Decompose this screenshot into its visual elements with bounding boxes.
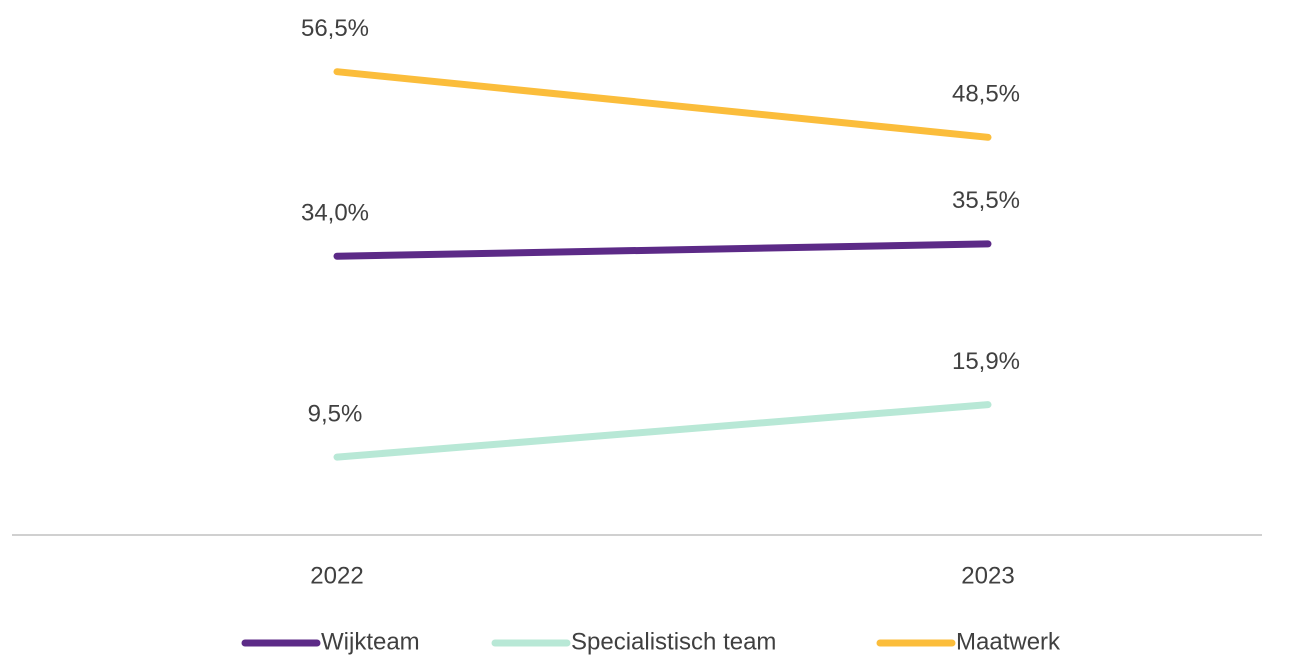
data-label: 34,0% [301,200,369,227]
data-label: 9,5% [308,400,363,427]
x-tick-label: 2022 [310,562,363,589]
data-label: 35,5% [952,187,1020,214]
data-label: 48,5% [952,81,1020,108]
legend-label: Wijkteam [321,628,420,655]
data-label: 56,5% [301,15,369,42]
series-line [333,240,992,260]
x-tick-label: 2023 [961,562,1014,589]
legend-label: Specialistisch team [571,628,776,655]
series-line [333,401,992,461]
data-label: 15,9% [952,348,1020,375]
legend-label: Maatwerk [956,628,1061,655]
series-line [333,68,992,141]
